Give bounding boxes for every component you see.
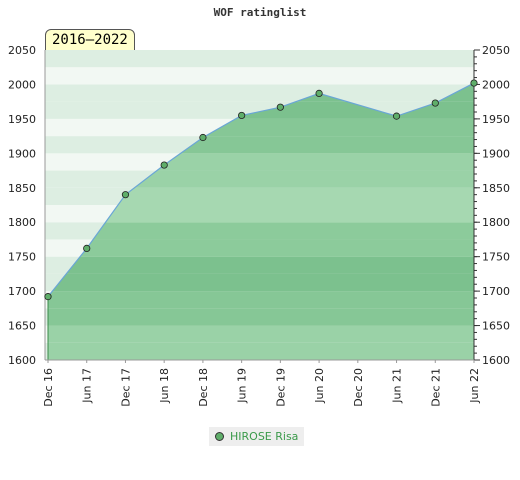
legend: HIROSE Risa xyxy=(209,427,305,446)
area-band xyxy=(48,342,474,360)
y-tick-label-right: 1900 xyxy=(482,147,510,160)
legend-label: HIROSE Risa xyxy=(230,430,299,443)
background-band xyxy=(45,50,474,68)
data-point xyxy=(276,103,284,111)
chart-title: WOF ratinglist xyxy=(213,6,307,19)
y-tick-label-right: 1600 xyxy=(482,354,510,367)
y-tick-label-right: 1950 xyxy=(482,113,510,126)
data-point xyxy=(121,191,130,199)
y-tick-label-right: 2050 xyxy=(482,44,510,57)
y-tick-label-right: 1850 xyxy=(482,182,510,195)
y-tick-label-left: 1600 xyxy=(8,354,36,367)
area-band xyxy=(48,291,474,309)
x-tick-label: Jun 17 xyxy=(81,368,94,404)
area-band xyxy=(48,325,474,343)
area-fill xyxy=(48,83,474,360)
y-tick-label-right: 1650 xyxy=(482,320,510,333)
x-tick-label: Dec 20 xyxy=(352,368,365,407)
y-tick-label-left: 2050 xyxy=(8,44,36,57)
y-tick-label-right: 1750 xyxy=(482,251,510,264)
area-band xyxy=(48,170,474,188)
area-band xyxy=(48,205,474,223)
y-tick-label-left: 1800 xyxy=(8,216,36,229)
background-band xyxy=(45,84,474,102)
y-tick-label-right: 2000 xyxy=(482,78,510,91)
area-band xyxy=(48,239,474,257)
x-tick-label: Dec 21 xyxy=(429,368,442,407)
y-tick-label-left: 1950 xyxy=(8,113,36,126)
data-point xyxy=(44,293,52,301)
area-band xyxy=(48,187,474,205)
data-point xyxy=(160,161,168,169)
x-tick-label: Dec 17 xyxy=(119,368,132,407)
legend-marker xyxy=(215,432,224,441)
data-point xyxy=(392,112,401,120)
x-tick-label: Dec 18 xyxy=(197,368,210,407)
data-point xyxy=(431,99,439,107)
data-point xyxy=(238,111,246,120)
x-tick-label: Jun 22 xyxy=(468,368,481,404)
x-tick-label: Jun 21 xyxy=(391,368,404,404)
y-tick-label-left: 1900 xyxy=(8,147,36,160)
area-band xyxy=(48,308,474,326)
y-tick-label-left: 1750 xyxy=(8,251,36,264)
y-tick-label-left: 1700 xyxy=(8,285,36,298)
area-band xyxy=(48,222,474,240)
y-tick-label-right: 1800 xyxy=(482,216,510,229)
data-point xyxy=(83,244,91,252)
background-band xyxy=(45,67,474,85)
data-point xyxy=(199,133,207,142)
data-point xyxy=(470,79,478,87)
x-tick-label: Jun 19 xyxy=(236,368,249,404)
x-tick-label: Jun 18 xyxy=(158,368,171,404)
y-tick-label-left: 2000 xyxy=(8,78,36,91)
x-tick-label: Dec 16 xyxy=(42,368,55,407)
area-band xyxy=(48,256,474,274)
y-tick-label-left: 1850 xyxy=(8,182,36,195)
area-band xyxy=(48,273,474,292)
x-tick-label: Dec 19 xyxy=(274,368,287,407)
data-point xyxy=(315,89,323,98)
y-tick-label-right: 1700 xyxy=(482,285,510,298)
y-tick-label-left: 1650 xyxy=(8,320,36,333)
x-tick-label: Jun 20 xyxy=(313,368,326,404)
